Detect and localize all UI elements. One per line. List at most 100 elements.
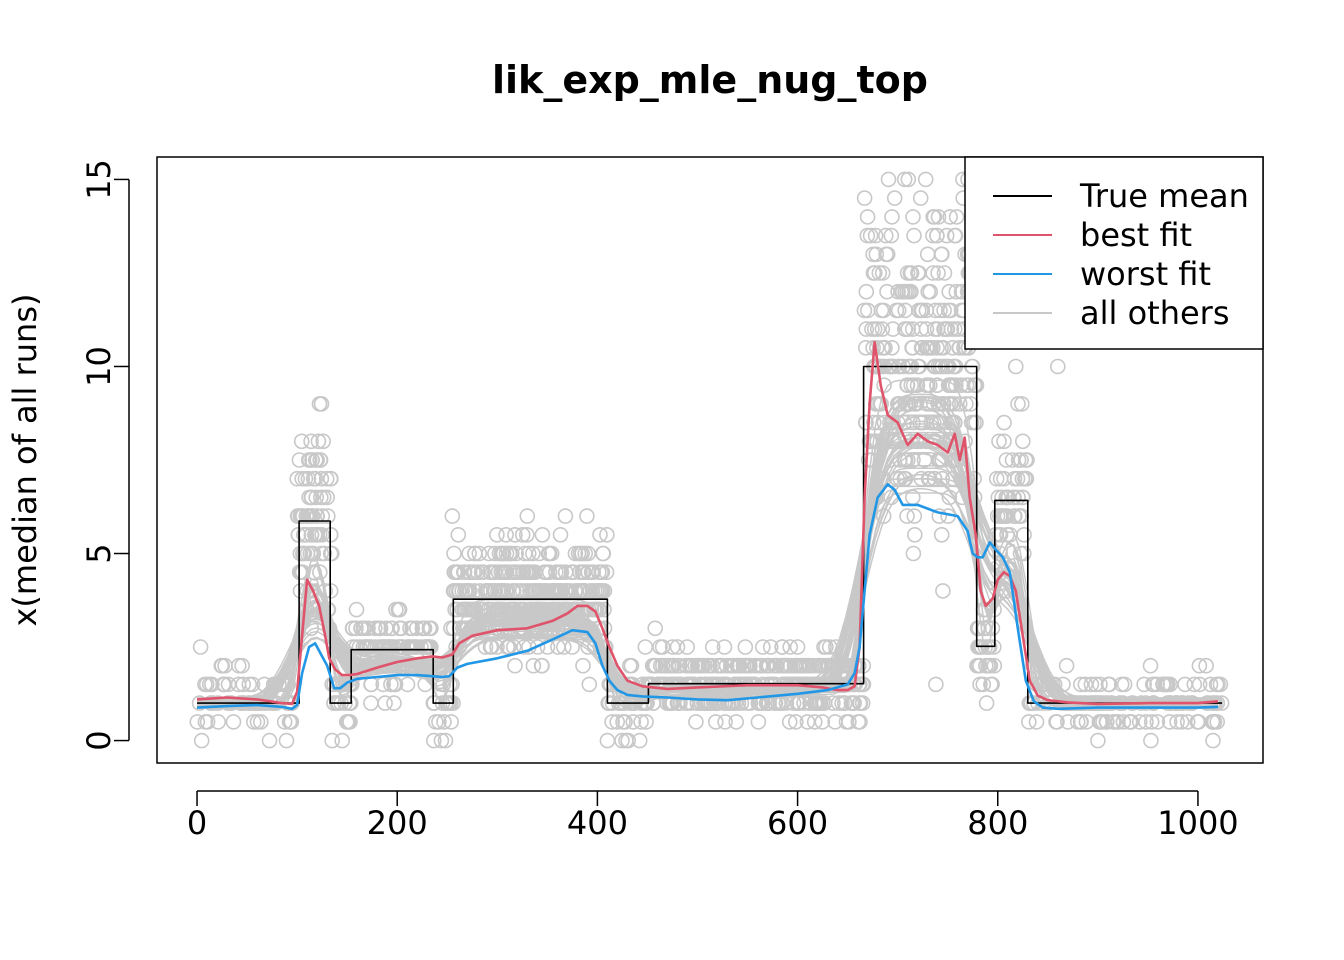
data-point [852,714,868,730]
x-tick-label: 400 [567,804,628,842]
data-point [193,732,210,749]
data-point [962,396,979,412]
data-point [1149,676,1165,693]
best-fit-line [196,340,1219,706]
data-point [926,209,943,225]
x-axis: 0 200 400 600 800 1000 [187,790,1239,842]
main-series [196,340,1222,711]
data-point [713,657,730,674]
x-tick-label: 0 [187,804,207,842]
data-point [604,714,620,730]
data-point [944,339,961,356]
data-point [975,676,992,693]
data-point [697,695,714,711]
data-point [308,489,325,506]
data-point [896,171,913,188]
data-point [914,302,931,319]
data-point [877,227,894,244]
legend-label: all others [1080,294,1229,332]
data-point [471,545,488,562]
data-point [281,714,298,730]
other-fit-lines [197,379,1218,710]
data-point [1149,714,1166,730]
data-point [782,639,799,655]
data-point [802,695,818,711]
data-point [796,695,812,711]
data-point [567,583,583,599]
legend-label: worst fit [1080,255,1211,293]
data-point [291,452,308,468]
data-point [1136,676,1152,693]
data-point [992,526,1009,543]
data-point [1138,714,1154,730]
data-point [620,732,637,749]
data-point [857,339,874,356]
data-point [812,695,829,711]
data-point [856,302,873,319]
data-point [781,714,798,730]
data-point [688,714,704,730]
data-point [805,657,822,674]
data-point [1028,714,1045,730]
data-point [704,639,721,655]
data-point [885,321,901,337]
data-point [524,583,541,599]
data-point [1143,714,1160,730]
data-point [1006,470,1023,487]
data-point [741,657,758,674]
data-point [858,321,875,337]
data-point [525,657,542,674]
data-point [942,302,959,319]
data-point [323,545,340,562]
data-point [383,620,400,637]
data-point [906,508,923,524]
data-point [505,564,521,581]
data-point [990,489,1007,506]
data-point [1210,676,1226,693]
data-point [572,564,588,581]
data-point [865,414,882,431]
data-point [305,470,322,487]
data-point [958,396,974,412]
data-point [996,433,1012,450]
data-point [851,695,868,711]
data-point [498,526,514,543]
data-point [484,564,501,581]
data-point [1060,714,1076,730]
data-point [919,246,936,263]
data-point [443,714,460,730]
data-point [341,714,358,730]
data-point [946,227,963,244]
data-point [942,209,958,225]
data-point [503,545,520,562]
data-point [1169,714,1185,730]
data-point [625,714,642,730]
data-point [864,321,880,337]
data-point [1189,714,1206,730]
data-point [363,695,379,711]
data-point [319,489,336,506]
data-point [1014,470,1031,487]
data-point [296,545,313,562]
data-point [886,190,903,206]
data-point [472,583,489,599]
data-point [609,714,626,730]
data-point [1006,489,1022,506]
data-point [779,657,796,674]
data-point [449,601,466,618]
data-point [246,714,262,730]
data-point [925,227,941,244]
data-point [647,657,664,674]
data-point [278,732,295,749]
data-point [552,526,569,543]
data-point [859,302,876,319]
data-point [637,639,654,655]
y-tick-label: 15 [80,159,118,200]
data-point [581,676,598,693]
data-point [638,714,654,730]
data-point [299,508,316,524]
data-point [386,695,402,711]
data-point [303,489,320,506]
data-point [307,452,324,468]
data-point [836,695,853,711]
